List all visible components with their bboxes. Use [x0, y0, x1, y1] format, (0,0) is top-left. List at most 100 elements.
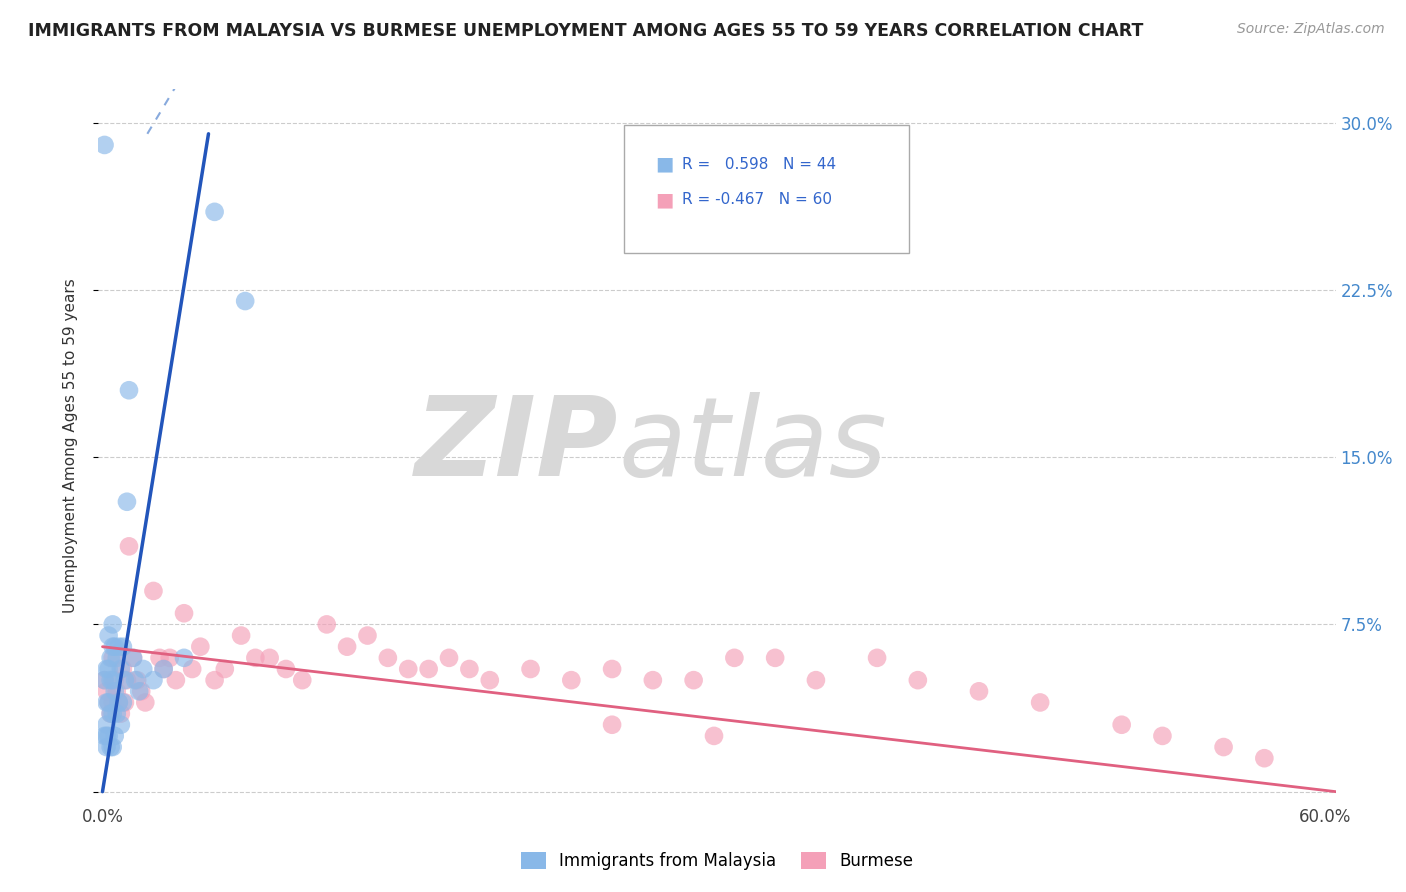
Point — [104, 684, 127, 698]
Point — [259, 651, 281, 665]
Point — [100, 651, 122, 665]
Point — [97, 729, 120, 743]
Point — [1212, 740, 1234, 755]
Point — [181, 662, 204, 676]
Text: R = -0.467   N = 60: R = -0.467 N = 60 — [682, 193, 832, 207]
Point — [600, 662, 623, 676]
Point — [110, 706, 132, 721]
Point — [111, 662, 134, 676]
Point — [204, 673, 226, 687]
Point — [356, 628, 378, 642]
Point — [93, 729, 115, 743]
Point — [124, 673, 146, 687]
Point — [111, 696, 134, 710]
Point — [907, 673, 929, 687]
Point — [110, 662, 132, 676]
Point — [132, 662, 155, 676]
Point — [122, 651, 145, 665]
Point — [229, 628, 252, 642]
Point — [122, 651, 145, 665]
Text: atlas: atlas — [619, 392, 887, 500]
Point — [1029, 696, 1052, 710]
Text: R =   0.598   N = 44: R = 0.598 N = 44 — [682, 157, 837, 171]
Point — [111, 640, 134, 654]
Point — [134, 696, 156, 710]
Point — [336, 640, 359, 654]
Point — [291, 673, 314, 687]
Point — [142, 673, 165, 687]
Point — [478, 673, 501, 687]
Point — [173, 607, 195, 621]
Legend: Immigrants from Malaysia, Burmese: Immigrants from Malaysia, Burmese — [515, 845, 920, 877]
Point — [105, 684, 128, 698]
Point — [104, 729, 127, 743]
Point — [118, 384, 141, 398]
Point — [114, 673, 136, 687]
Point — [188, 640, 211, 654]
Point — [101, 740, 124, 755]
Point — [560, 673, 582, 687]
Point — [1253, 751, 1275, 765]
Point — [101, 617, 124, 632]
Point — [104, 640, 127, 654]
Point — [100, 673, 122, 687]
Point — [274, 662, 297, 676]
Point — [93, 138, 115, 153]
Point — [418, 662, 440, 676]
Point — [97, 696, 120, 710]
Point — [96, 740, 118, 755]
Point — [107, 696, 129, 710]
Point — [159, 651, 181, 665]
Point — [437, 651, 460, 665]
Point — [148, 651, 170, 665]
Point — [1152, 729, 1174, 743]
Y-axis label: Unemployment Among Ages 55 to 59 years: Unemployment Among Ages 55 to 59 years — [63, 278, 77, 614]
Point — [114, 696, 136, 710]
Point — [115, 494, 138, 508]
Point — [1111, 717, 1133, 731]
Point — [96, 717, 118, 731]
Point — [96, 729, 118, 743]
Point — [104, 673, 127, 687]
Point — [641, 673, 664, 687]
Point — [152, 662, 174, 676]
Point — [519, 662, 541, 676]
Point — [703, 729, 725, 743]
Point — [96, 684, 118, 698]
Point — [233, 293, 256, 308]
Point — [600, 717, 623, 731]
Point — [173, 651, 195, 665]
Point — [101, 696, 124, 710]
Point — [105, 651, 128, 665]
Point — [101, 640, 124, 654]
Point — [97, 628, 120, 642]
Point — [804, 673, 827, 687]
Point — [93, 673, 115, 687]
Text: ■: ■ — [655, 190, 673, 210]
Point — [127, 673, 149, 687]
Point — [96, 662, 118, 676]
Point — [100, 740, 122, 755]
Point — [866, 651, 889, 665]
Point — [315, 617, 337, 632]
Point — [245, 651, 267, 665]
Point — [458, 662, 481, 676]
Point — [110, 717, 132, 731]
Point — [96, 696, 118, 710]
Text: ZIP: ZIP — [415, 392, 619, 500]
Point — [967, 684, 990, 698]
Point — [129, 684, 152, 698]
Point — [107, 696, 129, 710]
Point — [763, 651, 786, 665]
Point — [723, 651, 745, 665]
Point — [204, 204, 226, 219]
Point — [377, 651, 399, 665]
Point — [97, 696, 120, 710]
Point — [118, 539, 141, 553]
Point — [115, 673, 138, 687]
Point — [152, 662, 174, 676]
Point — [97, 662, 120, 676]
Point — [93, 673, 115, 687]
FancyBboxPatch shape — [624, 125, 908, 253]
Point — [142, 583, 165, 598]
